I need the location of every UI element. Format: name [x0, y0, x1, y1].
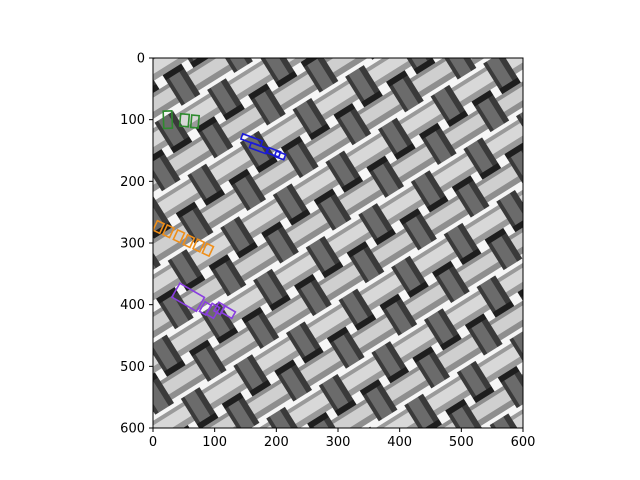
annotation-box — [219, 304, 237, 320]
annotation-box — [162, 110, 174, 130]
y-tick-label: 0 — [137, 52, 145, 67]
x-tick-label: 200 — [264, 435, 289, 450]
annotation-box — [172, 228, 186, 244]
x-axis: 0 100 200 300 400 500 600 — [149, 428, 536, 450]
annotation-group — [239, 132, 287, 161]
y-axis: 0 100 200 300 400 500 600 — [120, 52, 153, 437]
annotation-box — [189, 114, 201, 129]
annotation-box — [266, 146, 282, 159]
x-tick-label: 300 — [326, 435, 351, 450]
x-tick-label: 400 — [387, 435, 412, 450]
annotation-group — [162, 110, 201, 130]
annotation-box — [192, 238, 206, 253]
y-tick-label: 600 — [120, 422, 145, 437]
plot-image — [153, 58, 523, 428]
annotation-box — [182, 233, 196, 249]
y-tick-label: 300 — [120, 237, 145, 252]
y-tick-label: 200 — [120, 175, 145, 190]
annotation-group — [170, 282, 237, 320]
annotation-box — [201, 242, 215, 258]
mesh-image — [153, 58, 523, 428]
y-tick-label: 100 — [120, 113, 145, 128]
annotation-box — [248, 141, 269, 155]
y-tick-label: 500 — [120, 360, 145, 375]
y-tick-label: 400 — [120, 298, 145, 313]
x-tick-label: 600 — [511, 435, 536, 450]
x-tick-label: 100 — [202, 435, 227, 450]
x-tick-label: 500 — [449, 435, 474, 450]
annotation-box — [153, 219, 166, 235]
x-tick-label: 0 — [149, 435, 157, 450]
annotation-group — [153, 219, 215, 258]
annotation-boxes — [153, 110, 287, 320]
annotation-box — [273, 150, 287, 161]
annotation-box — [178, 112, 191, 128]
annotation-box — [170, 282, 206, 313]
annotation-box — [161, 223, 176, 239]
